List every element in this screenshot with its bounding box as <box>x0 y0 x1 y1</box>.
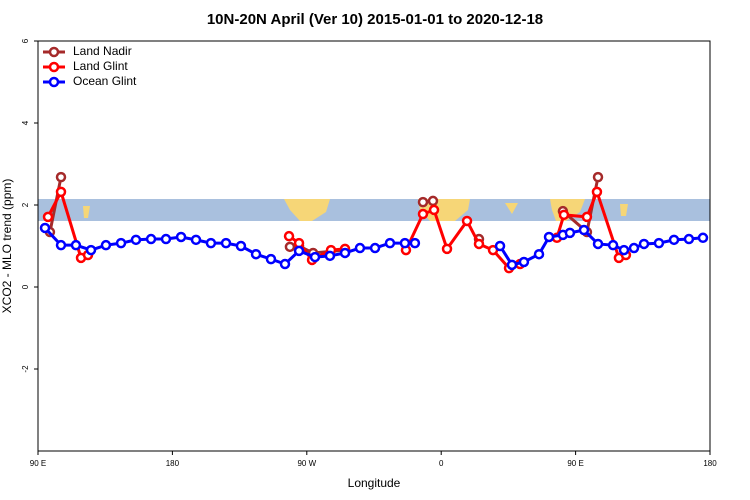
data-point <box>324 250 336 262</box>
data-point <box>145 233 157 245</box>
data-point <box>309 251 321 263</box>
data-point <box>592 238 604 250</box>
data-point <box>293 245 305 257</box>
y-tick-label: 4 <box>21 120 30 125</box>
data-point <box>461 215 473 227</box>
data-point <box>399 237 411 249</box>
data-point <box>638 238 650 250</box>
data-point <box>250 248 262 260</box>
data-point <box>533 248 545 260</box>
x-axis-label: Longitude <box>348 476 401 490</box>
data-point <box>591 186 603 198</box>
data-point <box>100 239 112 251</box>
data-point <box>427 195 439 207</box>
x-tick-label: 90 W <box>297 459 316 468</box>
data-point <box>564 227 576 239</box>
data-point <box>205 237 217 249</box>
y-tick-label: 0 <box>21 284 30 289</box>
data-point <box>518 256 530 268</box>
x-tick-label: 0 <box>439 459 444 468</box>
legend-marker <box>48 61 60 73</box>
data-point <box>558 209 570 221</box>
legend-label: Land Glint <box>73 59 128 73</box>
data-point <box>417 196 429 208</box>
x-tick-label: 180 <box>703 459 717 468</box>
plot-frame <box>37 40 711 452</box>
data-point <box>39 222 51 234</box>
data-point <box>175 231 187 243</box>
y-tick-label: 6 <box>21 38 30 43</box>
data-point <box>628 242 640 254</box>
data-point <box>55 186 67 198</box>
data-point <box>70 239 82 251</box>
data-point <box>683 233 695 245</box>
data-point <box>417 208 429 220</box>
data-point <box>578 224 590 236</box>
data-point <box>473 238 485 250</box>
legend-label: Land Nadir <box>73 44 132 58</box>
data-point <box>543 231 555 243</box>
data-point <box>653 237 665 249</box>
data-point <box>409 237 421 249</box>
data-point <box>115 237 127 249</box>
data-point <box>506 259 518 271</box>
data-point <box>354 242 366 254</box>
data-point <box>581 211 593 223</box>
data-point <box>265 253 277 265</box>
data-point <box>339 247 351 259</box>
y-tick-label: 2 <box>21 202 30 207</box>
data-point <box>369 242 381 254</box>
data-point <box>494 240 506 252</box>
legend-marker <box>48 46 60 58</box>
data-point <box>441 243 453 255</box>
x-tick-label: 90 E <box>567 459 583 468</box>
data-point <box>618 244 630 256</box>
data-point <box>607 239 619 251</box>
x-tick-label: 90 E <box>30 459 46 468</box>
data-point <box>697 232 709 244</box>
data-point <box>130 234 142 246</box>
data-point <box>384 237 396 249</box>
map-band <box>38 199 710 221</box>
chart-title: 10N-20N April (Ver 10) 2015-01-01 to 202… <box>207 11 543 28</box>
data-point <box>284 241 296 253</box>
data-point <box>592 171 604 183</box>
data-point <box>283 230 295 242</box>
y-tick-label: -2 <box>21 365 30 373</box>
data-point <box>42 211 54 223</box>
x-tick-label: 180 <box>166 459 180 468</box>
data-point <box>235 240 247 252</box>
data-point <box>279 258 291 270</box>
data-point <box>220 237 232 249</box>
legend-marker <box>48 76 60 88</box>
data-point <box>55 171 67 183</box>
data-point <box>85 244 97 256</box>
data-point <box>428 204 440 216</box>
data-point <box>190 234 202 246</box>
y-axis-label: XCO2 - MLO trend (ppm) <box>0 179 14 314</box>
legend-label: Ocean Glint <box>73 74 137 88</box>
data-point <box>55 239 67 251</box>
data-point <box>668 234 680 246</box>
data-point <box>160 233 172 245</box>
